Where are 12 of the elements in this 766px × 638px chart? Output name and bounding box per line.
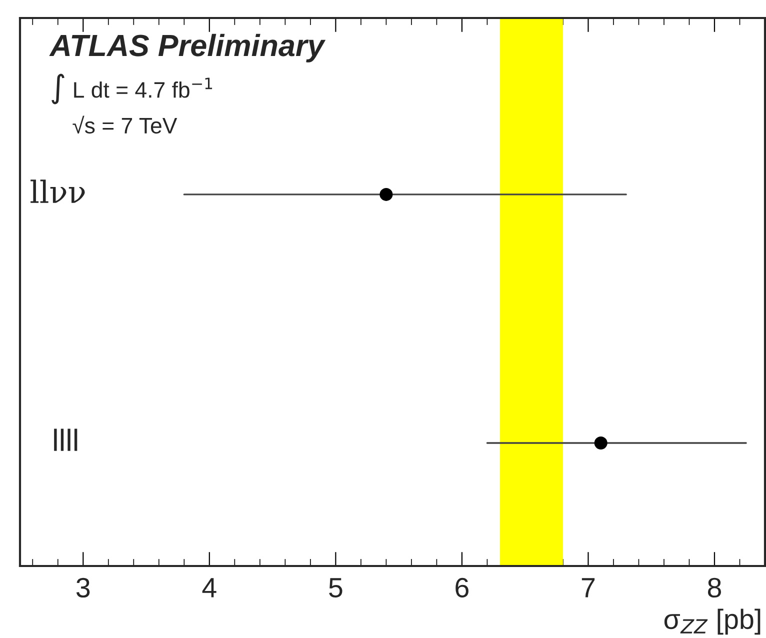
x-tick-label: 3 — [76, 578, 90, 598]
x-tick-label: 8 — [708, 578, 722, 598]
annotation: ∫ L dt = 4.7 fb$^{−1}$ — [52, 74, 212, 104]
x-tick-label: 6 — [456, 578, 468, 598]
y-tick-label: llνν — [30, 180, 85, 203]
x-axis-title: σ$_{ZZ}$ [pb] — [664, 608, 760, 635]
annotation: ATLAS Preliminary — [49, 34, 326, 62]
annotation: √s = 7 TeV — [72, 116, 178, 134]
x-tick-label: 4 — [202, 578, 216, 598]
x-tick-label: 5 — [329, 578, 342, 598]
x-tick-label: 7 — [582, 578, 595, 598]
y-tick-label: llll — [54, 428, 78, 451]
